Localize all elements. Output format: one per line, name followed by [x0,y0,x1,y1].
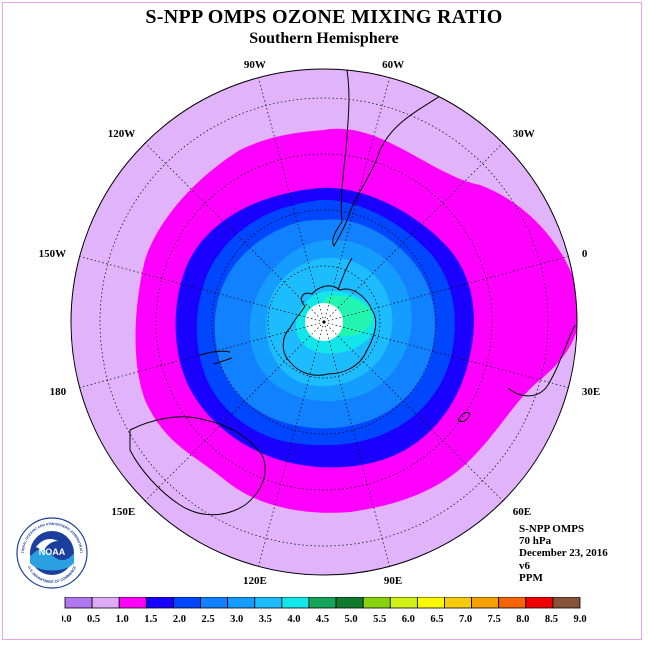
page-subtitle: Southern Hemisphere [249,30,399,47]
colorbar-swatch [444,597,472,609]
colorbar-tick-label: 4.0 [287,614,300,625]
longitude-label: 180 [50,386,67,398]
pressure-level-text: 70 hPa [519,535,552,548]
colorbar-swatch [64,597,93,609]
colorbar-tick-label: 7.5 [488,614,501,625]
units-text: PPM [519,571,543,584]
colorbar-swatch [200,597,229,609]
colorbar-swatch [281,597,310,609]
colorbar-swatch [118,597,147,609]
longitude-label: 150W [39,248,67,260]
colorbar-tick-label: 8.0 [516,614,529,625]
south-pole-dot [322,320,326,324]
longitude-label: 60W [382,59,404,71]
colorbar-swatch [552,597,581,609]
colorbar-swatch [389,597,418,609]
page-title: S-NPP OMPS OZONE MIXING RATIO [145,6,503,28]
figure-frame [2,2,642,640]
longitude-label: 120E [243,575,267,587]
longitude-labels: 90W 60W 30W 0 30E 60E 90E 120E 150E 180 150W 120W [39,59,601,587]
colorbar-swatch [498,597,527,609]
colorbar-tick-label: 1.0 [116,614,129,625]
longitude-label: 30W [513,128,535,140]
colorbar-tick-label: 8.5 [545,614,558,625]
longitude-label: 90E [384,575,402,587]
longitude-label: 120W [108,128,136,140]
colorbar-tick-label: 1.5 [144,614,157,625]
colorbar-tick-label: 6.5 [430,614,443,625]
colorbar-swatch [362,597,391,609]
info-block: S-NPP OMPS 70 hPa December 23, 2016 v6 P… [519,523,608,584]
colorbar: 0.0 0.5 1.0 1.5 2.0 2.5 3.0 3.5 4.0 4.5 5.0 5.5 6.0 6… [62,597,587,625]
colorbar-swatch [525,597,554,609]
colorbar-swatch [227,597,256,609]
colorbar-tick-label: 0.5 [87,614,100,625]
colorbar-tick-label: 2.5 [201,614,214,625]
instrument-text: S-NPP OMPS [519,523,585,535]
colorbar-swatch [308,597,337,609]
colorbar-tick-label: 0.0 [62,614,72,625]
colorbar-tick-label: 3.5 [259,614,272,625]
colorbar-tick-label: 9.0 [573,614,586,625]
colorbar-tick-label: 5.5 [373,614,386,625]
colorbar-swatch [91,597,120,609]
version-text: v6 [519,559,530,572]
colorbar-tick-label: 2.0 [173,614,186,625]
latitude-circles [99,97,549,547]
colorbar-swatch [145,597,174,609]
longitude-label: 0 [582,248,588,260]
colorbar-swatch [335,597,364,609]
longitude-label: 60E [513,506,531,518]
colorbar-tick-label: 3.0 [230,614,243,625]
noaa-logo: NOAA NATIONAL OCEANIC AND ATMOSPHERIC AD… [16,517,88,589]
colorbar-swatch [471,597,500,609]
longitude-label: 150E [111,506,135,518]
colorbar-swatch [416,597,445,609]
colorbar-swatch [254,597,283,609]
colorbar-tick-label: 4.5 [316,614,329,625]
colorbar-swatch [173,597,201,609]
noaa-logo-text: NOAA [39,547,66,557]
date-text: December 23, 2016 [519,547,608,560]
longitude-label: 90W [244,59,266,71]
colorbar-tick-label: 7.0 [459,614,472,625]
colorbar-tick-label: 6.0 [402,614,415,625]
colorbar-tick-label: 5.0 [345,614,358,625]
map-border [70,68,578,576]
longitude-label: 30E [582,386,600,398]
